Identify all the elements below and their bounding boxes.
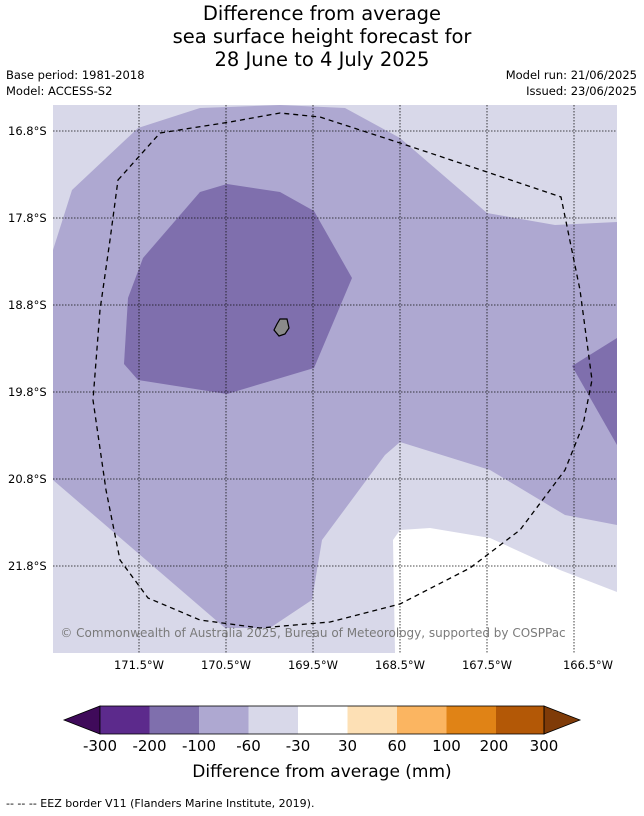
colorbar-tick-label: 30 <box>337 737 358 755</box>
lon-label: 168.5°W <box>374 658 426 672</box>
colorbar-outline <box>99 705 545 735</box>
colorbar-swatch-1 <box>100 706 150 734</box>
colorbar-swatch-8 <box>446 706 496 734</box>
eez-border <box>92 112 593 629</box>
contour-band-200-100 <box>124 184 352 394</box>
lat-label: 18.8°S <box>8 298 47 312</box>
colorbar <box>62 705 582 735</box>
colorbar-over-triangle <box>543 705 582 735</box>
lon-label: 167.5°W <box>461 658 513 672</box>
lat-label: 17.8°S <box>8 211 47 225</box>
base-period: Base period: 1981-2018 <box>6 68 145 82</box>
map-area <box>53 105 617 653</box>
colorbar-tick-label: 100 <box>432 737 461 755</box>
title-line-3: 28 June to 4 July 2025 <box>214 48 430 71</box>
lon-label: 170.5°W <box>200 658 252 672</box>
chart-title: Difference from average sea surface heig… <box>0 2 644 71</box>
colorbar-swatch-6 <box>347 706 397 734</box>
colorbar-tick-label: -100 <box>181 737 217 755</box>
contour-band-60-30-south <box>53 480 312 653</box>
contour-band-30-30 <box>393 528 617 653</box>
colorbar-tick-label: -30 <box>285 737 311 755</box>
lon-label: 166.5°W <box>562 658 614 672</box>
colorbar-swatch-3 <box>199 706 249 734</box>
lat-label: 20.8°S <box>8 472 47 486</box>
colorbar-swatch-9 <box>496 706 544 734</box>
lat-label: 19.8°S <box>8 385 47 399</box>
colorbar-tick-label: 300 <box>529 737 559 755</box>
colorbar-swatch-5 <box>298 706 348 734</box>
meta-right: Model run: 21/06/2025 Issued: 23/06/2025 <box>506 67 637 99</box>
contour-band-200-100-east <box>572 338 617 445</box>
colorbar-swatch-7 <box>397 706 447 734</box>
lon-label: 169.5°W <box>287 658 339 672</box>
colorbar-label: Difference from average (mm) <box>192 762 452 782</box>
niue-island <box>273 318 290 337</box>
lat-label: 21.8°S <box>8 559 47 573</box>
map-attribution: © Commonwealth of Australia 2025, Bureau… <box>60 626 566 640</box>
colorbar-tick-label: 200 <box>479 737 509 755</box>
lon-label: 171.5°W <box>113 658 165 672</box>
title-line-1: Difference from average <box>202 2 442 25</box>
meta-left: Base period: 1981-2018 Model: ACCESS-S2 <box>6 67 145 99</box>
issued-date: Issued: 23/06/2025 <box>526 84 637 98</box>
colorbar-tick-label: -200 <box>132 737 167 755</box>
colorbar-tick-label: -60 <box>236 737 261 755</box>
eez-footnote: -- -- -- EEZ border V11 (Flanders Marine… <box>6 797 315 810</box>
colorbar-tick-label: -300 <box>82 737 118 755</box>
lat-label: 16.8°S <box>8 124 47 138</box>
colorbar-swatch-2 <box>149 706 199 734</box>
title-line-2: sea surface height forecast for <box>172 25 472 48</box>
gridlines <box>53 105 617 653</box>
model-name: Model: ACCESS-S2 <box>6 84 113 98</box>
colorbar-under-triangle <box>62 705 101 735</box>
colorbar-swatch-4 <box>248 706 298 734</box>
colorbar-tick-label: 60 <box>387 737 407 755</box>
model-run: Model run: 21/06/2025 <box>505 68 637 82</box>
